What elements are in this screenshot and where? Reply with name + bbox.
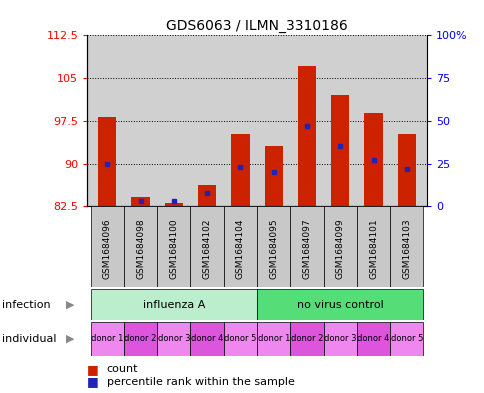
Bar	[356, 206, 390, 287]
Bar	[197, 185, 216, 206]
Bar	[123, 322, 157, 356]
Text: individual: individual	[2, 334, 57, 344]
Bar	[390, 322, 423, 356]
Bar	[356, 322, 390, 356]
Bar	[223, 322, 257, 356]
Text: ■: ■	[87, 375, 99, 389]
Bar	[157, 322, 190, 356]
Text: GSM1684096: GSM1684096	[103, 219, 111, 279]
Text: donor 1: donor 1	[91, 334, 123, 343]
Text: donor 2: donor 2	[124, 334, 156, 343]
Text: donor 3: donor 3	[157, 334, 190, 343]
Text: GSM1684101: GSM1684101	[368, 219, 377, 279]
Text: influenza A: influenza A	[142, 299, 205, 310]
Text: infection: infection	[2, 299, 51, 310]
Bar	[231, 134, 249, 206]
Bar	[91, 289, 257, 320]
Bar	[123, 206, 157, 287]
Text: percentile rank within the sample: percentile rank within the sample	[106, 377, 294, 387]
Text: donor 1: donor 1	[257, 334, 289, 343]
Bar	[290, 322, 323, 356]
Text: GSM1684100: GSM1684100	[169, 219, 178, 279]
Bar	[331, 95, 348, 206]
Text: donor 4: donor 4	[191, 334, 223, 343]
Bar	[157, 206, 190, 287]
Bar	[91, 206, 123, 287]
Bar	[397, 134, 415, 206]
Text: GSM1684095: GSM1684095	[269, 219, 278, 279]
Bar	[257, 206, 290, 287]
Bar	[257, 289, 423, 320]
Bar	[190, 322, 223, 356]
Text: GSM1684103: GSM1684103	[402, 219, 410, 279]
Text: donor 3: donor 3	[323, 334, 356, 343]
Bar	[91, 322, 123, 356]
Text: GSM1684099: GSM1684099	[335, 219, 344, 279]
Bar	[290, 206, 323, 287]
Title: GDS6063 / ILMN_3310186: GDS6063 / ILMN_3310186	[166, 19, 347, 33]
Bar	[264, 147, 282, 206]
Text: donor 5: donor 5	[390, 334, 422, 343]
Bar	[165, 203, 182, 206]
Text: donor 2: donor 2	[290, 334, 322, 343]
Text: ▶: ▶	[66, 334, 75, 344]
Bar	[297, 66, 316, 206]
Text: no virus control: no virus control	[296, 299, 383, 310]
Bar	[257, 322, 290, 356]
Text: GSM1684102: GSM1684102	[202, 219, 211, 279]
Text: donor 5: donor 5	[224, 334, 256, 343]
Bar	[323, 206, 356, 287]
Text: ▶: ▶	[66, 299, 75, 310]
Text: GSM1684098: GSM1684098	[136, 219, 145, 279]
Bar	[190, 206, 223, 287]
Text: donor 4: donor 4	[357, 334, 389, 343]
Text: count: count	[106, 364, 138, 375]
Bar	[363, 114, 382, 206]
Text: ■: ■	[87, 363, 99, 376]
Text: GSM1684097: GSM1684097	[302, 219, 311, 279]
Bar	[131, 196, 150, 206]
Bar	[323, 322, 356, 356]
Bar	[223, 206, 257, 287]
Text: GSM1684104: GSM1684104	[235, 219, 244, 279]
Bar	[390, 206, 423, 287]
Bar	[98, 117, 116, 206]
